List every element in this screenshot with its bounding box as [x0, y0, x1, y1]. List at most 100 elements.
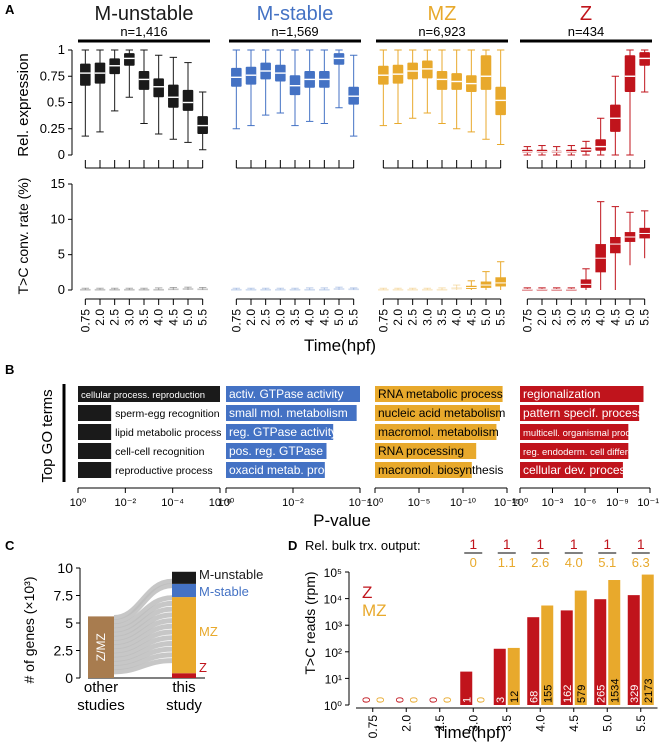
box: [610, 237, 621, 254]
box: [451, 287, 462, 290]
box: [580, 279, 592, 288]
time-tick-label: 4.0: [594, 309, 608, 326]
time-tick-label: 3.5: [137, 309, 151, 326]
go-bar: [520, 405, 640, 421]
stack-legend-label: Z: [199, 660, 207, 675]
panel-a-time-labels: 0.75 2.0 2.5 3.0 3.5 4.0 4.5 5.0 5.5 0.75 2.0 2.5 3.…: [78, 309, 651, 333]
d-xtick-label: 5.0: [600, 715, 614, 732]
box: [109, 288, 120, 291]
d-ytick-label: 10²: [325, 646, 342, 660]
panel-a-bottom-ylabel: T>C conv. rate (%): [15, 178, 31, 295]
bar-mz-count: 1534: [609, 679, 621, 703]
go-bar: [520, 424, 629, 440]
time-tick-label: 0.75: [520, 309, 534, 333]
box: [436, 71, 448, 90]
go-xtick-label: 10⁰: [70, 497, 87, 509]
box: [124, 53, 135, 66]
time-tick-label: 5.5: [494, 309, 508, 326]
ratio-numerator: 1: [536, 536, 544, 552]
c-ytick-label: 7.5: [54, 588, 74, 604]
bar-z-count: 0: [428, 697, 440, 703]
panel-a-bottom-boxplots: 0 5 10 15: [51, 176, 650, 305]
go-xtick-label: 10⁻⁶: [574, 497, 597, 509]
stack-segment: [172, 673, 196, 678]
gene-flow: [113, 595, 173, 629]
panel-a-top-boxplots: 0 0.25 0.5 0.75 1: [40, 42, 650, 169]
time-tick-label: 0.75: [229, 309, 243, 333]
bar-mz: [641, 574, 654, 705]
stack-segment: [172, 597, 196, 674]
go-bar: [78, 462, 112, 478]
time-tick-label: 4.5: [608, 309, 622, 326]
time-tick-label: 3.5: [579, 309, 593, 326]
go-bar: [226, 405, 357, 421]
time-tick-label: 2.0: [391, 309, 405, 326]
bar-z-count: 1: [461, 697, 473, 703]
time-tick-label: 2.5: [108, 309, 122, 326]
go-bar: [78, 405, 112, 421]
go-xtick-label: 10⁻²: [114, 497, 136, 509]
time-tick-label: 3.0: [420, 309, 434, 326]
bar-z: [560, 610, 573, 705]
bar-mz-count: 12: [509, 691, 521, 703]
d-ytick-label: 10⁴: [323, 593, 342, 607]
panel-d-label: D: [288, 538, 297, 553]
gene-flow: [113, 635, 173, 658]
panel-b-go-bars: cellular process. reproduction sperm-egg …: [70, 386, 659, 509]
ratio-numerator: 1: [570, 536, 578, 552]
d-xtick-label: 2.5: [433, 715, 447, 732]
go-term-label: reproductive process: [115, 465, 212, 477]
go-bar: [78, 386, 220, 402]
go-term-label: macromol. metabolism: [378, 425, 499, 439]
time-tick-label: 4.0: [450, 309, 464, 326]
group-n-1: n=1,569: [271, 24, 318, 39]
go-term-label: pos. reg. GTPase activ.: [229, 444, 354, 458]
go-bar: [375, 443, 477, 459]
go-term-label: cellular dev. process: [523, 463, 632, 477]
box: [289, 288, 301, 291]
panel-d-legend-mz: MZ: [362, 601, 387, 620]
gene-flow: [113, 578, 173, 620]
box: [624, 55, 636, 92]
bar-z-count: 0: [361, 697, 373, 703]
box: [436, 288, 448, 291]
group-n-0: n=1,416: [120, 24, 167, 39]
go-xtick-label: 10⁰: [512, 497, 529, 509]
go-term-label: sperm-egg recognition: [115, 408, 220, 420]
time-tick-label: 3.0: [122, 309, 136, 326]
go-term-label: lipid metabolic process: [115, 427, 221, 439]
ratio-numerator: 1: [503, 536, 511, 552]
go-bar: [226, 386, 360, 402]
box: [495, 277, 506, 287]
bar-mz-count: 0: [408, 697, 420, 703]
panel-a-label: A: [5, 2, 15, 17]
go-bar: [78, 443, 112, 459]
stack-segment: [172, 583, 196, 598]
time-tick-label: 3.5: [288, 309, 302, 326]
panel-d-ratio-title: Rel. bulk trx. output:: [305, 538, 421, 553]
panel-c-xlabel-this-1: this: [172, 679, 195, 696]
d-ytick-label: 10⁵: [324, 566, 342, 580]
box: [153, 78, 164, 98]
go-term-label: macromol. biosynthesis: [378, 463, 503, 477]
box: [153, 288, 164, 291]
go-term-label: multicell. organismal process: [523, 428, 645, 439]
go-bar: [520, 386, 644, 402]
bar-mz-count: 155: [542, 685, 554, 703]
ratio-denominator: 0: [470, 555, 477, 570]
d-xtick-label: 4.0: [533, 715, 547, 732]
gene-flow: [113, 583, 173, 625]
box: [407, 288, 418, 291]
d-xtick-label: 5.5: [634, 715, 648, 732]
box: [168, 84, 179, 108]
ratio-denominator: 4.0: [565, 555, 583, 570]
bar-mz-count: 2173: [643, 679, 655, 703]
d-ytick-label: 10¹: [325, 672, 342, 686]
time-tick-label: 2.0: [535, 309, 549, 326]
bar-z-count: 265: [595, 685, 607, 703]
box: [94, 288, 106, 291]
ratio-denominator: 6.3: [632, 555, 650, 570]
time-tick-label: 4.5: [464, 309, 478, 326]
ratio-denominator: 5.1: [598, 555, 616, 570]
